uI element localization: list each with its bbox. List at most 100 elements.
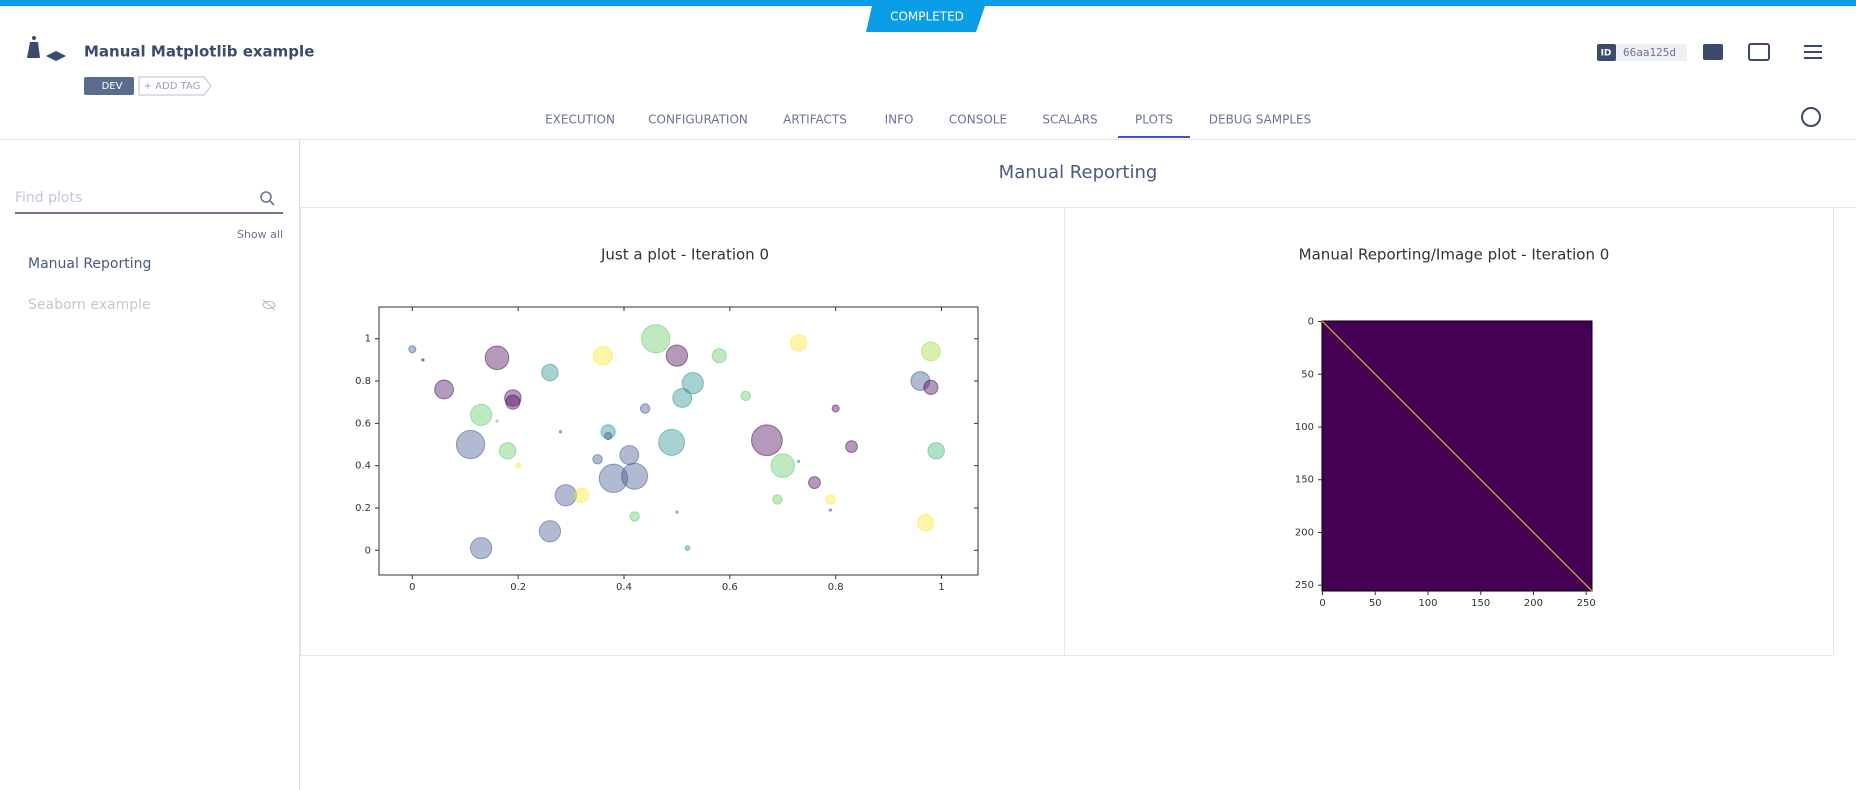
scatter-point (751, 424, 783, 457)
search-input[interactable]: Find plots (15, 190, 82, 206)
scatter-point (498, 442, 517, 460)
scatter-point (538, 520, 562, 543)
x-tick-label: 0 (409, 582, 415, 593)
scatter-point (470, 403, 493, 426)
tab[interactable]: DEBUG SAMPLES (1209, 113, 1311, 127)
id-label: ID (1601, 49, 1612, 59)
scatter-point (920, 341, 941, 362)
add-tag-label: + ADD TAG (144, 81, 201, 92)
plot-title: Just a plot - Iteration 0 (600, 246, 769, 264)
scatter-point (789, 334, 808, 352)
scatter-point (927, 442, 945, 460)
scatter-point (639, 403, 651, 414)
x-tick-label: 100 (1418, 598, 1437, 609)
layout-icon[interactable] (1748, 43, 1770, 61)
id-badge (1597, 44, 1616, 61)
scatter-point (504, 389, 522, 407)
id-box[interactable] (1597, 44, 1687, 61)
x-tick-label: 0.8 (828, 582, 844, 593)
x-tick-label: 0.4 (616, 582, 632, 593)
scatter-point (574, 487, 590, 503)
image-diagonal (1321, 320, 1593, 592)
scatter-point (923, 379, 939, 395)
y-tick-label: 0 (365, 545, 371, 556)
y-tick-label: 0.6 (355, 418, 371, 429)
scatter-point (658, 428, 686, 456)
search-icon-handle (269, 200, 275, 206)
x-tick-label: 1 (938, 582, 944, 593)
tab[interactable]: EXECUTION (545, 113, 615, 127)
scatter-point (598, 463, 629, 493)
info-icon[interactable] (1703, 44, 1723, 60)
scatter-point (621, 462, 649, 490)
scatter-point (740, 390, 751, 402)
scatter-point (592, 454, 603, 465)
scatter-point (554, 484, 577, 507)
scatter-point (910, 371, 931, 391)
y-tick-label: 100 (1295, 422, 1314, 433)
y-tick-label: 150 (1295, 475, 1314, 486)
x-tick-label: 0.2 (510, 582, 526, 593)
tab[interactable]: CONFIGURATION (648, 113, 748, 127)
scatter-point (470, 537, 493, 560)
scatter-point (845, 440, 858, 454)
scatter-point (558, 430, 563, 434)
scatter-point (541, 363, 559, 382)
tab[interactable]: INFO (885, 113, 914, 127)
scatter-point (515, 462, 522, 469)
status: COMPLETED (890, 10, 964, 24)
section-title: Manual Reporting (999, 162, 1158, 183)
tag-label: DEV (102, 81, 123, 92)
x-tick-label: 0 (1319, 598, 1325, 609)
scatter-point (916, 513, 935, 532)
scatter-point (665, 344, 689, 367)
sidebar-item[interactable]: Manual Reporting (28, 256, 151, 272)
scatter-point (772, 494, 783, 505)
y-tick-label: 0.4 (355, 461, 371, 472)
hidden-icon[interactable] (262, 299, 276, 311)
scatter-point (629, 511, 640, 522)
y-tick-label: 0.2 (355, 503, 371, 514)
scatter-point (592, 345, 613, 366)
scatter-point (796, 459, 801, 464)
sidebar-item[interactable]: Seaborn example (28, 297, 151, 313)
logo (27, 36, 66, 61)
tab[interactable]: SCALARS (1042, 113, 1097, 127)
refresh-icon[interactable] (1801, 107, 1821, 127)
x-tick-label: 0.6 (722, 582, 738, 593)
plot-frame (378, 306, 979, 576)
tab[interactable]: PLOTS (1135, 113, 1173, 127)
y-tick-label: 1 (365, 334, 371, 345)
status-bar (0, 0, 1856, 6)
experiment-title: Manual Matplotlib example (84, 43, 314, 61)
x-tick-label: 150 (1471, 598, 1490, 609)
plot-panel (1064, 207, 1834, 656)
scatter-point (505, 394, 521, 410)
scatter-point (421, 358, 425, 362)
search-icon[interactable] (260, 191, 272, 203)
y-tick-label: 0.8 (355, 376, 371, 387)
scatter-point (825, 494, 836, 505)
id-value: 66aa125d (1623, 46, 1676, 59)
y-tick-label: 0 (1308, 317, 1314, 328)
scatter-point (434, 379, 455, 400)
tag[interactable] (84, 77, 134, 95)
add-tag[interactable] (138, 76, 212, 96)
scatter-point (681, 372, 704, 395)
scatter-point (831, 404, 840, 413)
tab[interactable]: ARTIFACTS (783, 113, 847, 127)
menu-icon[interactable] (1804, 45, 1822, 59)
tab-underline (1118, 136, 1190, 138)
scatter-point (484, 345, 510, 371)
scatter-point (684, 545, 691, 551)
scatter-point (408, 345, 417, 354)
scatter-point (455, 429, 486, 460)
scatter-point (770, 453, 796, 478)
y-tick-label: 200 (1295, 527, 1314, 538)
scatter-point (619, 445, 640, 466)
x-tick-label: 50 (1369, 598, 1382, 609)
scatter-point (675, 510, 679, 514)
scatter-point (672, 388, 693, 408)
tab[interactable]: CONSOLE (949, 113, 1007, 127)
show-all[interactable]: Show all (237, 228, 283, 241)
